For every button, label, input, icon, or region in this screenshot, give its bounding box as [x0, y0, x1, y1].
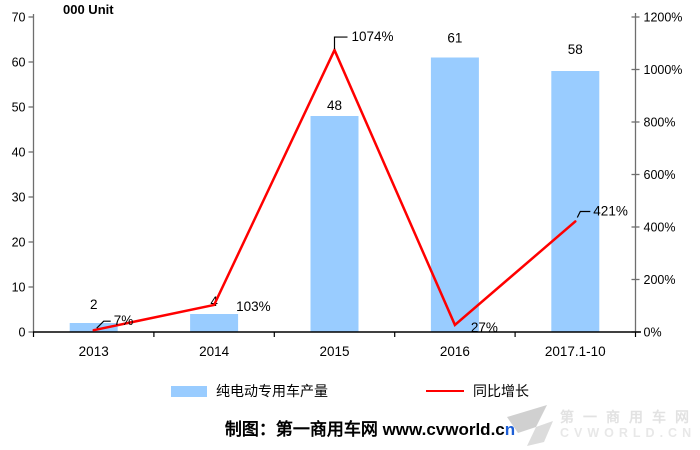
watermark-line2: CVWORLD.CN	[560, 426, 697, 441]
line-value-label: 27%	[471, 320, 498, 335]
x-axis-category-label: 2015	[319, 344, 349, 359]
left-axis-tick-label: 50	[12, 101, 26, 115]
bar-value-label: 61	[447, 31, 462, 46]
line-value-label: 7%	[114, 313, 134, 328]
left-axis-title: 000 Unit	[63, 2, 114, 17]
growth-line	[92, 47, 577, 332]
legend-item-bar-series: 纯电动专用车产量	[171, 381, 328, 401]
x-axis-category-label: 2016	[440, 344, 470, 359]
bar-2016	[430, 57, 479, 332]
left-axis-tick-label: 40	[12, 146, 26, 160]
legend-label-line-series: 同比增长	[473, 383, 529, 399]
bar-series-swatch-icon	[171, 385, 207, 397]
right-axis-tick-label: 200%	[644, 273, 676, 287]
line-value-label: 1074%	[352, 29, 394, 44]
right-axis-tick-label: 800%	[644, 116, 676, 130]
bar-2015	[310, 116, 359, 332]
line-value-label: 421%	[593, 203, 628, 218]
label-leader-line	[96, 320, 111, 329]
combo-chart-plot: 0 10 20 30 40 50 60 70 0% 200% 400% 600% 800% 1000% 12…	[12, 2, 683, 359]
left-axis-tick-label: 0	[19, 326, 26, 340]
left-axis-tick-label: 60	[12, 56, 26, 70]
label-leader-line	[576, 210, 591, 218]
left-axis-tick-label: 70	[12, 11, 26, 25]
left-axis-tick-label: 20	[12, 236, 26, 250]
watermark-logo-icon	[507, 405, 553, 446]
right-axis-tick-label: 0%	[644, 326, 662, 340]
legend-item-line-series: 同比增长	[426, 381, 529, 401]
watermark: 第一商用车网 CVWORLD.CN	[506, 404, 698, 446]
right-axis-tick-label: 400%	[644, 221, 676, 235]
bar-value-label: 58	[568, 42, 583, 57]
bar-value-label: 2	[90, 297, 98, 312]
bar-value-label: 48	[327, 98, 342, 113]
right-axis-tick-label: 1000%	[644, 63, 683, 77]
line-value-label: 103%	[236, 299, 271, 314]
bar-2017.1-10	[551, 71, 600, 332]
legend-label-bar-series: 纯电动专用车产量	[216, 383, 328, 399]
x-axis-category-label: 2013	[79, 344, 109, 359]
bar-2014	[190, 314, 239, 332]
x-axis-category-label: 2017.1-10	[545, 344, 606, 359]
watermark-line1: 第一商用车网	[560, 408, 698, 425]
left-axis-tick-label: 30	[12, 191, 26, 205]
line-series-swatch-icon	[426, 390, 464, 392]
left-axis-tick-label: 10	[12, 281, 26, 295]
bar-value-label: 4	[210, 294, 218, 309]
chart-credit: 制图：第一商用车网 www.cvworld.cn	[0, 415, 700, 440]
chart-legend: 纯电动专用车产量 同比增长	[0, 381, 700, 401]
bar-2013	[69, 323, 118, 332]
label-leader-line	[333, 36, 348, 50]
credit-text: 制图：第一商用车网 www.cvworld.c	[224, 420, 505, 439]
credit-link-tail[interactable]: n	[504, 420, 516, 439]
watermark-text: 第一商用车网 CVWORLD.CN	[560, 409, 698, 442]
right-axis-tick-label: 1200%	[644, 11, 683, 25]
right-axis-tick-label: 600%	[644, 168, 676, 182]
x-axis-category-label: 2014	[199, 344, 230, 359]
